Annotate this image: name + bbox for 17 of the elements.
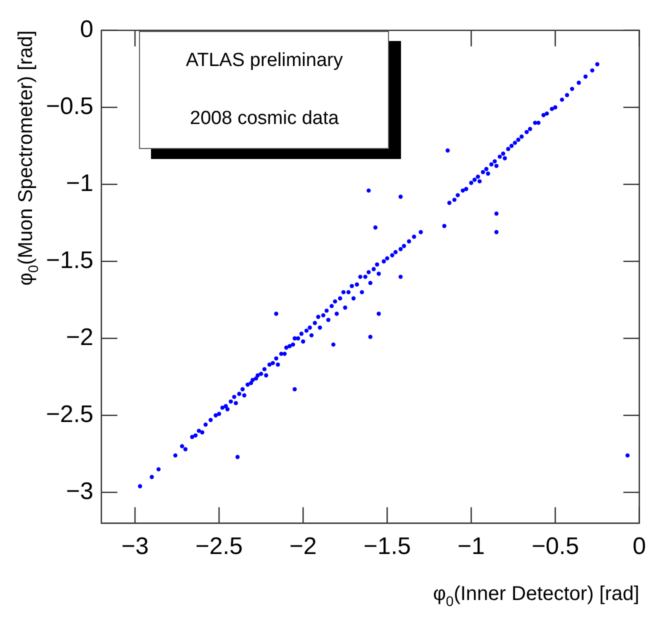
y-tick-label: −1.5 xyxy=(46,247,94,274)
x-tick-label: −0.5 xyxy=(532,533,579,560)
x-tick-label: 0 xyxy=(632,533,646,560)
y-tick-label: −0.5 xyxy=(46,93,94,120)
annotation: 2008 cosmic data xyxy=(190,108,339,130)
x-tick-label: −1 xyxy=(458,533,485,560)
x-tick-label: −2.5 xyxy=(195,533,243,560)
y-tick-label: −3 xyxy=(66,478,94,506)
y-tick-label: −1 xyxy=(66,170,94,198)
y-tick-label: −2.5 xyxy=(46,401,94,428)
y-tick-label: −2 xyxy=(66,324,94,352)
y-tick-label: 0 xyxy=(80,16,94,44)
y-axis-title: φ0(Muon Spectrometer) [rad] xyxy=(15,30,41,286)
x-tick-label: −3 xyxy=(121,533,149,560)
annotation: ATLAS preliminary xyxy=(186,50,343,72)
x-tick-label: −1.5 xyxy=(363,533,411,560)
x-tick-label: −2 xyxy=(289,533,317,560)
